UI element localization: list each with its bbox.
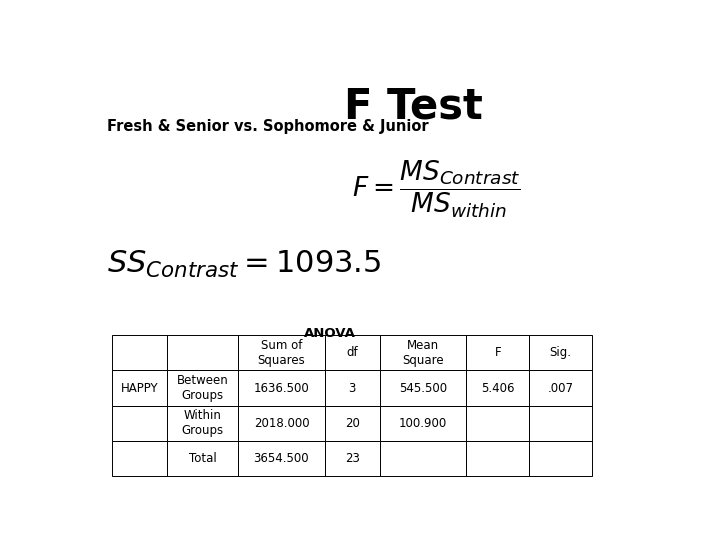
Text: ANOVA: ANOVA bbox=[304, 327, 356, 340]
Text: F Test: F Test bbox=[344, 85, 483, 127]
Text: Fresh & Senior vs. Sophomore & Junior: Fresh & Senior vs. Sophomore & Junior bbox=[107, 119, 428, 134]
Text: $\mathit{F} = \dfrac{\mathit{MS}_{Contrast}}{\mathit{MS}_{within}}$: $\mathit{F} = \dfrac{\mathit{MS}_{Contra… bbox=[351, 159, 521, 220]
Text: $\mathit{SS}_{Contrast} = 1093.5$: $\mathit{SS}_{Contrast} = 1093.5$ bbox=[107, 249, 381, 280]
